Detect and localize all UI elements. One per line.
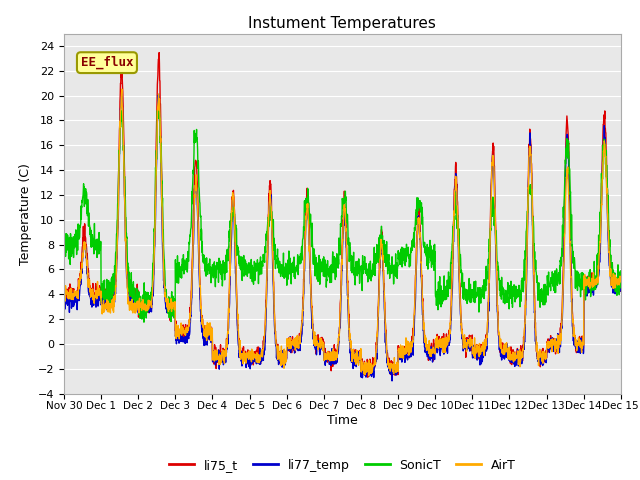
- SonicT: [371, 258, 379, 264]
- AirT: [118, 86, 125, 92]
- SonicT: [216, 258, 223, 264]
- li77_temp: [505, 351, 513, 357]
- li75_t: [364, 374, 372, 380]
- li75_t: [371, 356, 379, 362]
- Line: AirT: AirT: [64, 89, 621, 375]
- Text: EE_flux: EE_flux: [81, 56, 133, 69]
- li75_t: [156, 50, 163, 56]
- li77_temp: [617, 287, 625, 292]
- Line: SonicT: SonicT: [64, 107, 621, 322]
- AirT: [60, 294, 68, 300]
- li77_temp: [584, 282, 591, 288]
- SonicT: [584, 282, 591, 288]
- Title: Instument Temperatures: Instument Temperatures: [248, 16, 436, 31]
- SonicT: [617, 268, 625, 274]
- Y-axis label: Temperature (C): Temperature (C): [19, 163, 32, 264]
- li77_temp: [216, 355, 223, 361]
- SonicT: [154, 104, 162, 110]
- li75_t: [617, 279, 625, 285]
- AirT: [568, 311, 576, 317]
- Line: li77_temp: li77_temp: [64, 94, 621, 381]
- AirT: [365, 372, 372, 378]
- li77_temp: [371, 364, 379, 370]
- SonicT: [359, 271, 367, 277]
- li75_t: [568, 296, 576, 301]
- X-axis label: Time: Time: [327, 414, 358, 427]
- li77_temp: [388, 378, 396, 384]
- Line: li75_t: li75_t: [64, 53, 621, 377]
- AirT: [371, 357, 379, 362]
- SonicT: [140, 319, 148, 325]
- li77_temp: [118, 91, 125, 96]
- AirT: [359, 362, 367, 368]
- li75_t: [60, 286, 68, 291]
- li75_t: [505, 349, 513, 355]
- li75_t: [216, 355, 223, 361]
- li77_temp: [568, 300, 576, 306]
- AirT: [617, 279, 625, 285]
- li77_temp: [60, 294, 68, 300]
- AirT: [216, 351, 223, 357]
- SonicT: [568, 243, 576, 249]
- SonicT: [60, 251, 68, 256]
- li75_t: [584, 275, 591, 281]
- li77_temp: [359, 373, 367, 379]
- Legend: li75_t, li77_temp, SonicT, AirT: li75_t, li77_temp, SonicT, AirT: [164, 454, 521, 477]
- AirT: [505, 345, 513, 351]
- SonicT: [505, 289, 513, 295]
- AirT: [584, 276, 591, 282]
- li75_t: [359, 360, 367, 366]
